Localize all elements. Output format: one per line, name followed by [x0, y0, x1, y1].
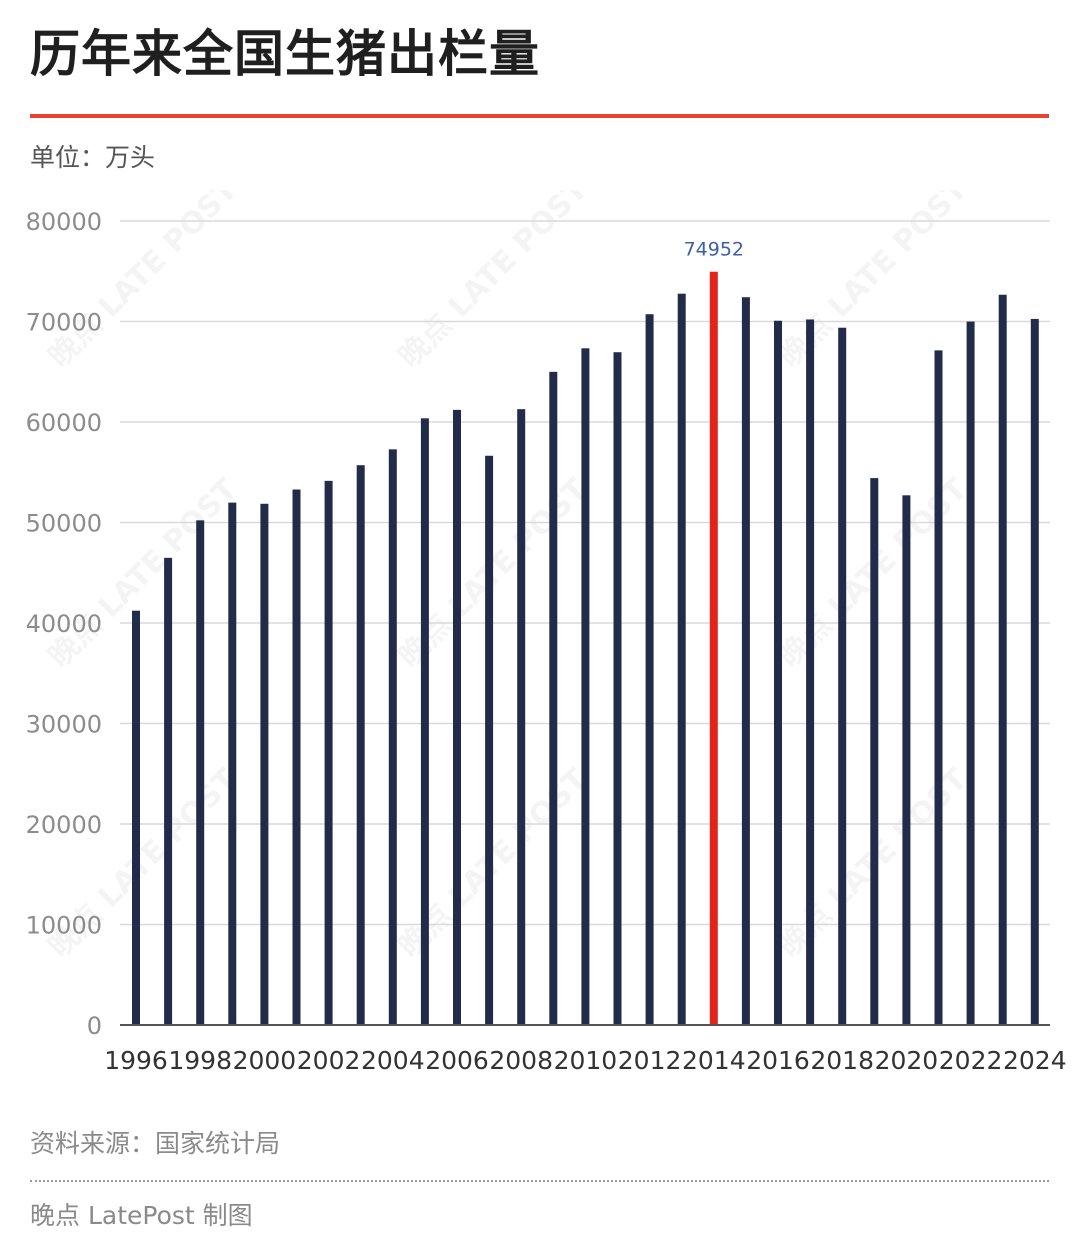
bar — [645, 314, 654, 1025]
chart-title: 历年来全国生猪出栏量 — [30, 25, 540, 83]
bar — [388, 449, 397, 1025]
title-divider — [30, 114, 1049, 118]
y-tick-label: 80000 — [26, 208, 102, 236]
x-tick-label: 2006 — [425, 1046, 489, 1075]
bars — [132, 271, 1039, 1026]
y-axis-ticks: 0 10000 20000 30000 40000 50000 60000 70000 8000… — [26, 208, 102, 1040]
bar — [260, 503, 269, 1026]
y-tick-label: 30000 — [26, 711, 102, 739]
x-tick-label: 2008 — [489, 1046, 553, 1075]
x-tick-label: 2002 — [297, 1046, 361, 1075]
x-tick-label: 2014 — [682, 1046, 746, 1075]
y-tick-label: 40000 — [26, 610, 102, 638]
x-axis-ticks: 1996 1998 2000 2002 2004 2006 2008 2010 2012 2014… — [104, 1046, 1066, 1075]
x-tick-label: 2004 — [361, 1046, 425, 1075]
bar — [485, 455, 494, 1026]
bar — [549, 371, 558, 1025]
x-tick-label: 1998 — [168, 1046, 232, 1075]
y-tick-label: 20000 — [26, 811, 102, 839]
bar — [870, 478, 879, 1025]
x-tick-label: 1996 — [104, 1046, 168, 1075]
chart-credit: 晚点 LatePost 制图 — [30, 1201, 253, 1230]
watermark-text: 晚点 LATE POST — [392, 190, 595, 375]
footer-divider — [30, 1180, 1049, 1182]
y-tick-label: 10000 — [26, 912, 102, 940]
x-tick-label: 2018 — [810, 1046, 874, 1075]
bar — [934, 350, 943, 1025]
bar — [164, 557, 173, 1025]
bar — [613, 352, 622, 1025]
bar — [196, 520, 205, 1025]
bar — [838, 327, 847, 1025]
x-tick-label: 2022 — [939, 1046, 1003, 1075]
x-tick-label: 2024 — [1003, 1046, 1067, 1075]
y-tick-label: 50000 — [26, 510, 102, 538]
x-tick-label: 2020 — [875, 1046, 939, 1075]
bar — [774, 320, 782, 1025]
bar — [228, 502, 237, 1025]
bar — [453, 409, 461, 1025]
bar — [356, 465, 365, 1025]
bar — [966, 321, 975, 1025]
bar — [420, 418, 429, 1025]
y-tick-label: 0 — [87, 1012, 102, 1040]
bar — [741, 297, 750, 1025]
data-label: 74952 — [684, 239, 744, 261]
bar — [517, 409, 526, 1025]
bar — [902, 495, 911, 1025]
bar — [581, 348, 590, 1025]
bar — [132, 610, 140, 1025]
bar — [806, 319, 815, 1025]
data-source: 资料来源：国家统计局 — [30, 1129, 281, 1158]
bar — [324, 480, 333, 1026]
watermark-text: 晚点 LATE POST — [772, 190, 975, 375]
x-tick-label: 2010 — [554, 1046, 618, 1075]
y-tick-label: 60000 — [26, 409, 102, 437]
y-tick-label: 70000 — [26, 309, 102, 337]
x-tick-label: 2016 — [746, 1046, 810, 1075]
watermark-text: 晚点 LATE POST — [42, 472, 245, 675]
bar — [1030, 318, 1039, 1025]
unit-label: 单位：万头 — [30, 143, 156, 172]
bar — [292, 489, 301, 1025]
bar-highlight — [709, 271, 718, 1025]
annotations: 74952 — [684, 239, 744, 261]
bar — [998, 294, 1007, 1025]
x-tick-label: 2000 — [233, 1046, 297, 1075]
x-tick-label: 2012 — [618, 1046, 682, 1075]
bar — [677, 293, 686, 1025]
